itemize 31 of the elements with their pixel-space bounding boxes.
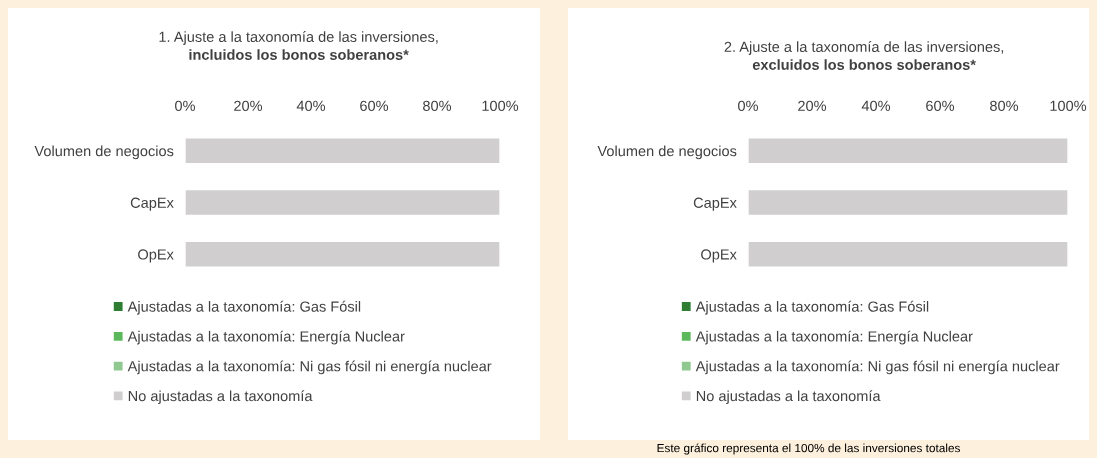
x-tick-label: 40%	[861, 100, 891, 112]
x-tick-label: 80%	[423, 100, 452, 112]
x-tick-label: 0%	[738, 100, 759, 112]
x-tick-label: 60%	[926, 100, 955, 112]
y-tick-label: OpEx	[138, 249, 174, 263]
x-tick-label: 100%	[1050, 100, 1087, 112]
x-tick-label: 20%	[234, 100, 263, 112]
y-tick-label: CapEx	[130, 197, 174, 211]
legend-label: No ajustadas a la taxonomía	[696, 390, 881, 405]
chart-subtitle: excluidos los bonos soberanos*	[752, 59, 976, 70]
x-tick-label: 20%	[798, 100, 827, 112]
legend-label: No ajustadas a la taxonomía	[128, 390, 313, 405]
x-tick-label: 40%	[296, 100, 326, 112]
chart-title: 1. Ajuste a la taxonomía de las inversiones,	[159, 31, 438, 45]
y-tick-label: CapEx	[693, 197, 737, 211]
y-tick-label: OpEx	[701, 249, 737, 263]
legend-label: Ajustadas a la taxonomía: Energía Nuclear	[695, 330, 973, 345]
legend-label: Ajustadas a la taxonomía: Ni gas fósil ni energía nuclear	[695, 360, 1060, 375]
x-tick-label: 80%	[990, 100, 1019, 112]
chart-subtitle: incluidos los bonos soberanos*	[189, 49, 409, 60]
y-tick-label: Volumen de negocios	[34, 145, 174, 160]
legend-label: Ajustadas a la taxonomía: Gas Fósil	[695, 300, 929, 315]
legend-label: Ajustadas a la taxonomía: Ni gas fósil ni energía nuclear	[127, 360, 492, 375]
chart-title: 2. Ajuste a la taxonomía de las inversiones,	[724, 41, 1004, 55]
legend-label: Ajustadas a la taxonomía: Energía Nuclear	[127, 330, 405, 345]
y-tick-label: Volumen de negocios	[597, 145, 737, 160]
x-tick-label: 0%	[175, 100, 196, 112]
x-tick-label: 60%	[360, 100, 389, 112]
text: Este gráfico representa el 100% de las inversiones totales	[657, 443, 960, 455]
legend-label: Ajustadas a la taxonomía: Gas Fósil	[127, 300, 361, 315]
x-tick-label: 100%	[482, 100, 519, 112]
